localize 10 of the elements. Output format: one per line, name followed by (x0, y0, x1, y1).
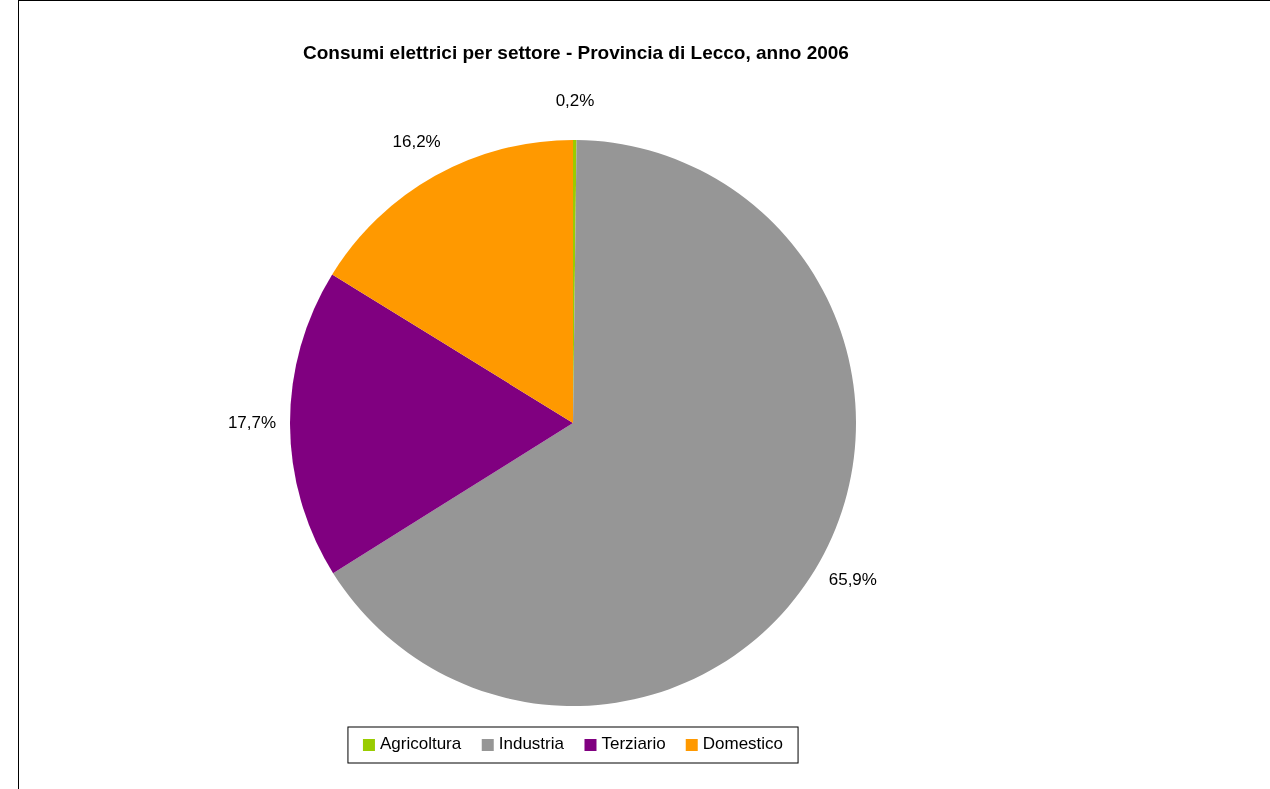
legend-label: Industria (498, 734, 565, 754)
data-label: 65,9% (828, 569, 877, 589)
data-label: 0,2% (555, 91, 595, 111)
pie-slice (290, 274, 573, 574)
chart-title: Consumi elettrici per settore - Provincia di Lecco, anno 2006 (303, 42, 849, 63)
legend-label: Agricoltura (379, 734, 462, 754)
data-label: 16,2% (392, 132, 441, 152)
legend-label: Domestico (702, 734, 784, 754)
legend-label: Terziario (601, 734, 666, 754)
data-label: 17,7% (227, 413, 277, 433)
